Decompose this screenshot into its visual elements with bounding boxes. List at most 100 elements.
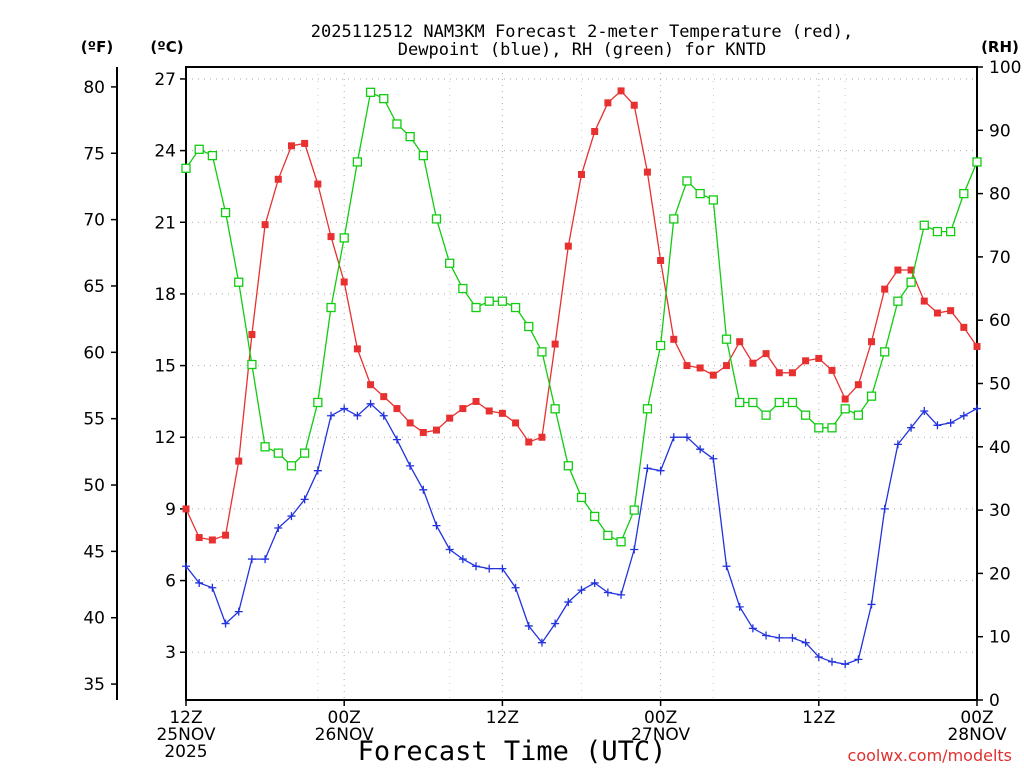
dewpoint-point	[603, 588, 612, 597]
temperature-point	[736, 338, 744, 346]
dewpoint-point	[907, 423, 916, 432]
rh-point	[392, 119, 402, 129]
temperature-point	[512, 419, 520, 427]
rh-point	[458, 283, 468, 294]
rh-point	[352, 157, 363, 167]
temperature-point	[670, 335, 678, 343]
celsius-tick-label: 24	[154, 142, 176, 162]
temperature-point	[630, 101, 638, 109]
temperature-point	[960, 323, 968, 331]
dewpoint-point	[788, 633, 797, 642]
dewpoint-point	[340, 404, 349, 413]
rh-point	[616, 537, 626, 547]
temperature-point	[340, 278, 348, 286]
rh-tick-label: 30	[989, 501, 1011, 521]
time-tick-label: 00Z	[960, 708, 993, 728]
time-tick-label: 27NOV	[631, 725, 690, 745]
temperature-point	[802, 357, 810, 365]
fahrenheit-tick-label: 55	[83, 410, 105, 430]
dewpoint-point	[775, 633, 784, 642]
temperature-point	[604, 99, 612, 107]
dewpoint-point	[762, 631, 771, 640]
dewpoint-point	[300, 495, 309, 504]
temperature-point	[933, 309, 941, 317]
dewpoint-point	[551, 619, 560, 628]
temperature-point	[380, 393, 388, 401]
temperature-point	[287, 142, 295, 150]
series-line	[185, 91, 978, 543]
rh-point	[708, 195, 718, 205]
temperature-point	[472, 397, 480, 405]
dewpoint-point	[709, 454, 718, 463]
rh-point	[761, 410, 771, 420]
rh-point	[510, 302, 521, 313]
rh-point	[339, 233, 349, 243]
dewpoint-point	[577, 586, 586, 595]
dewpoint-point	[973, 404, 981, 413]
celsius-tick-label: 3	[165, 643, 176, 663]
temperature-point	[868, 338, 876, 346]
fahrenheit-tick-label: 60	[83, 343, 105, 363]
rh-point	[655, 340, 666, 351]
dewpoint-point	[313, 466, 322, 475]
dewpoint-point	[867, 600, 876, 609]
rh-tick-label: 10	[989, 628, 1011, 648]
rh-tick-label: 40	[989, 438, 1011, 458]
temperature-point	[498, 409, 506, 417]
dewpoint-point	[274, 524, 283, 533]
rh-tick-label: 80	[989, 185, 1011, 205]
rh-tick-label: 0	[989, 691, 1000, 711]
temperature-point	[222, 531, 230, 539]
rh-point	[563, 461, 573, 471]
time-tick-label: 2025	[164, 742, 207, 762]
celsius-tick-label: 9	[165, 500, 176, 520]
rh-point	[471, 302, 481, 313]
series-rh	[181, 87, 982, 547]
time-tick-label: 12Z	[486, 708, 519, 728]
rh-point	[590, 511, 600, 522]
rh-point	[379, 94, 389, 104]
dewpoint-point	[234, 607, 243, 616]
dewpoint-point	[445, 545, 454, 554]
rh-point	[365, 87, 376, 97]
dewpoint-point	[498, 564, 507, 573]
rh-point	[774, 397, 784, 408]
temperature-point	[406, 419, 414, 427]
temperature-point	[907, 266, 915, 274]
celsius-axis: 3 6 9 12 15 18 21 24 27	[154, 70, 186, 663]
rh-point	[735, 397, 745, 408]
rh-point	[537, 347, 547, 357]
rh-point	[273, 448, 283, 458]
series-2-meter-temperature	[182, 87, 981, 544]
fahrenheit-axis: 35 40 45 50 55 60 65 70 75 80	[83, 78, 117, 695]
dewpoint-point	[379, 411, 388, 420]
x-axis-title: Forecast Time (UTC)	[358, 736, 667, 767]
rh-point	[748, 397, 758, 408]
dewpoint-point	[366, 399, 375, 408]
temperature-point	[973, 342, 981, 350]
temperature-point	[723, 362, 731, 370]
rh-point	[787, 397, 798, 408]
time-tick-label: 12Z	[169, 708, 202, 728]
celsius-tick-label: 27	[154, 70, 176, 90]
celsius-axis-label: (ºC)	[150, 38, 183, 56]
fahrenheit-tick-label: 65	[83, 277, 105, 297]
dewpoint-point	[511, 583, 520, 592]
rh-point	[234, 277, 244, 287]
rh-point	[524, 321, 534, 332]
temperature-point	[208, 536, 216, 544]
dewpoint-point	[617, 590, 626, 599]
rh-point	[194, 144, 204, 154]
temperature-point	[538, 433, 546, 441]
dewpoint-point	[946, 418, 955, 427]
dewpoint-point	[419, 485, 428, 494]
dewpoint-point	[406, 461, 415, 470]
celsius-tick-label: 15	[154, 357, 176, 377]
fahrenheit-axis-label: (ºF)	[81, 38, 113, 56]
temperature-point	[696, 364, 704, 372]
temperature-point	[617, 87, 625, 95]
fahrenheit-tick-label: 75	[83, 144, 105, 164]
dewpoint-point	[247, 555, 256, 564]
dewpoint-point	[287, 512, 296, 521]
fahrenheit-tick-label: 35	[83, 675, 105, 695]
